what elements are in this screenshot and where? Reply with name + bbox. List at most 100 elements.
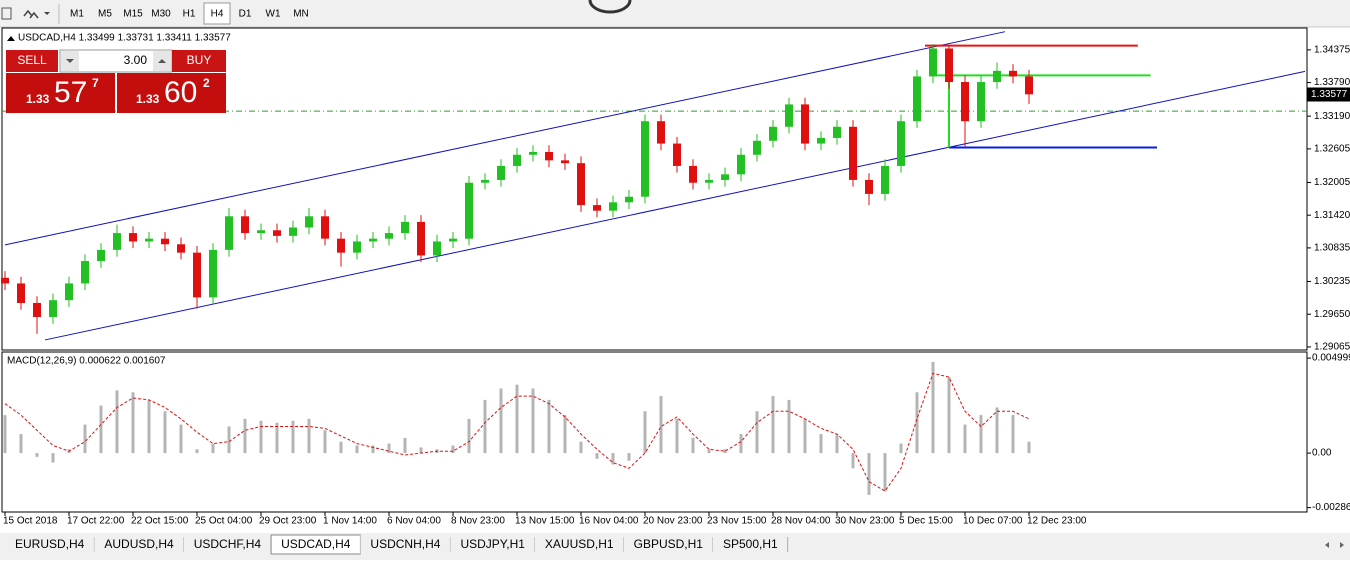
macd-tick-label: -0.002868	[1312, 502, 1350, 513]
tab-background	[534, 535, 624, 554]
tab[interactable]: USDCHF,H4	[183, 535, 272, 554]
candle-body	[225, 216, 233, 250]
x-tick-label: 30 Nov 23:00	[835, 516, 895, 527]
candle-body	[977, 82, 985, 122]
panel-collapse[interactable]	[7, 36, 15, 41]
toolbar-dropdown[interactable]	[44, 12, 50, 15]
macd-bar	[691, 437, 695, 454]
timeframe-button[interactable]: M5	[98, 9, 112, 20]
volume-value: 3.00	[124, 53, 148, 67]
candle-body	[785, 104, 793, 127]
y-tick-label: 1.32605	[1314, 144, 1350, 155]
sell-button[interactable]	[6, 50, 58, 72]
x-tick-label: 10 Dec 07:00	[963, 516, 1023, 527]
candle-body	[897, 121, 905, 166]
last-price-box	[1307, 87, 1350, 102]
tab[interactable]: XAUUSD,H1	[534, 535, 625, 554]
macd-bar	[963, 424, 967, 454]
timeframe-button[interactable]: M30	[151, 9, 171, 20]
tab-label: USDCNH,H4	[370, 537, 440, 551]
candle-body	[49, 300, 57, 317]
x-tick-label: 22 Oct 15:00	[131, 516, 189, 527]
macd-signal	[4, 372, 1030, 492]
candle-body	[449, 238, 457, 242]
y-tick-label: 1.29650	[1314, 309, 1350, 320]
macd-bar	[147, 399, 151, 454]
candle-body	[625, 196, 633, 203]
candle-body	[177, 244, 185, 253]
candle-body	[65, 283, 73, 301]
tab[interactable]: SP500,H1	[712, 535, 789, 554]
timeframe-button[interactable]: MN	[293, 9, 309, 20]
macd-bar	[307, 418, 311, 454]
buy-price-box[interactable]	[117, 73, 226, 113]
macd-label: MACD(12,26,9) 0.000622 0.001607	[7, 356, 166, 367]
toolbar-icon[interactable]	[23, 9, 39, 19]
y-tick-label: 1.32005	[1314, 177, 1350, 188]
tab[interactable]: USDJPY,H1	[450, 535, 536, 554]
tab[interactable]: USDCNH,H4	[360, 535, 451, 554]
macd-bar	[275, 422, 279, 454]
macd-tick-label: 0.00	[1312, 448, 1332, 459]
candle-body	[609, 202, 617, 211]
macd-bar	[1011, 415, 1015, 454]
timeframe-button[interactable]: M15	[123, 9, 143, 20]
candle-body	[849, 126, 857, 180]
timeframe-button[interactable]: M1	[70, 9, 84, 20]
arrow-down	[66, 59, 74, 63]
tab[interactable]: EURUSD,H4	[5, 535, 95, 554]
macd-tick-label: 0.004999	[1312, 353, 1350, 364]
toolbar-icon[interactable]	[1, 7, 12, 20]
macd-bar	[611, 453, 615, 465]
candle-body	[705, 179, 713, 183]
price-panel	[1, 27, 1308, 351]
candle-body	[801, 104, 809, 144]
candle-body	[497, 165, 505, 180]
candle-body	[417, 221, 425, 256]
tab[interactable]: GBPUSD,H1	[623, 535, 714, 554]
macd-bar	[643, 411, 647, 454]
candle-body	[433, 241, 441, 256]
y-tick-label: 1.33790	[1314, 77, 1350, 88]
tab[interactable]: USDCAD,H4	[270, 534, 361, 555]
y-tick-label: 1.29065	[1314, 342, 1350, 353]
buy-price-fraction: 2	[203, 76, 210, 90]
tab-scroll[interactable]	[1325, 542, 1344, 548]
macd-bar	[243, 418, 247, 454]
tab-label: SP500,H1	[723, 537, 778, 551]
timeframe-button[interactable]: D1	[239, 9, 252, 20]
timeframe-button[interactable]: W1	[266, 9, 281, 20]
y-tick-label: 1.31420	[1314, 210, 1350, 221]
candle-body	[97, 249, 105, 262]
candle-body	[465, 182, 473, 239]
candle-body	[641, 121, 649, 197]
timeframe-button[interactable]: H1	[183, 9, 196, 20]
candle-body	[945, 48, 953, 83]
candle-body	[161, 238, 169, 245]
macd-bar	[211, 443, 215, 454]
candle-body	[593, 205, 601, 211]
macd-bar	[323, 430, 327, 454]
tab[interactable]: AUDUSD,H4	[94, 535, 185, 554]
y-tick-label: 1.34375	[1314, 45, 1350, 56]
x-tick-label: 20 Nov 23:00	[643, 516, 703, 527]
macd-bar	[3, 415, 7, 454]
x-tick-label: 13 Nov 15:00	[515, 516, 575, 527]
sell-price-fraction: 7	[92, 76, 99, 90]
candle-body	[129, 233, 137, 242]
candle-body	[1009, 70, 1017, 77]
tab-label: USDCAD,H4	[281, 537, 351, 551]
candle-body	[913, 76, 921, 122]
macd-bar	[787, 399, 791, 454]
timeframe-active[interactable]	[203, 2, 231, 25]
timeframe-button[interactable]: H4	[211, 9, 224, 20]
macd-bar	[403, 437, 407, 454]
candle-body	[241, 216, 249, 234]
one-click-trading: SELL 3.00 BUY 1.33 57 7 1.33 60 2	[6, 49, 226, 113]
macd-bar	[115, 390, 119, 454]
buy-button[interactable]	[172, 50, 226, 72]
trendline	[44, 70, 1306, 341]
sell-price-big: 1.33	[26, 92, 50, 106]
sell-price-box[interactable]	[6, 73, 115, 113]
macd-bar	[739, 434, 743, 454]
